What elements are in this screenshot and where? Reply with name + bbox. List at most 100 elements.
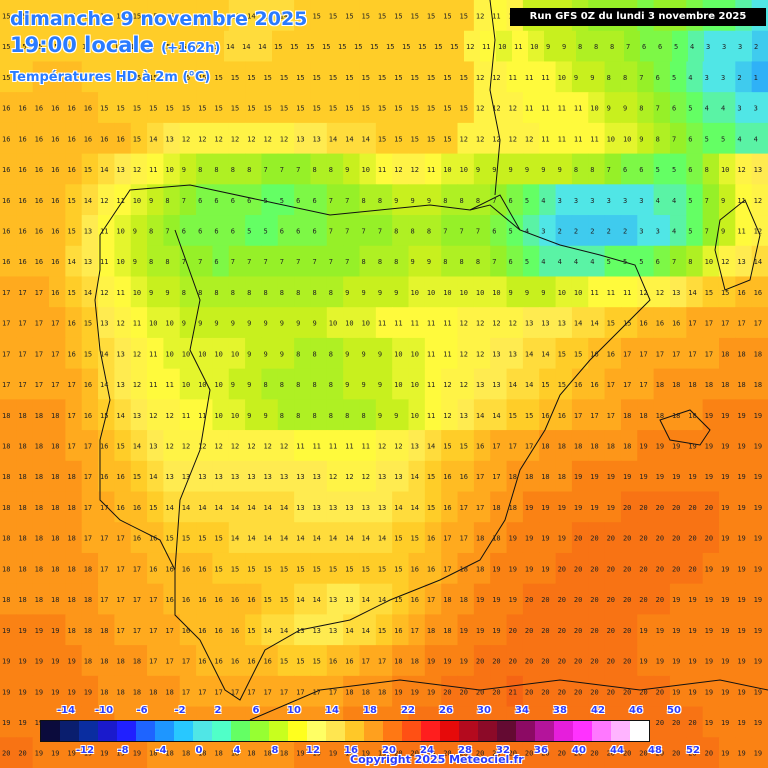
temperature-value: 19 bbox=[2, 719, 10, 727]
temperature-value: 14 bbox=[361, 596, 369, 604]
temperature-value: 20 bbox=[705, 750, 713, 758]
temperature-value: 15 bbox=[329, 105, 337, 113]
temperature-value: 8 bbox=[296, 350, 300, 358]
temperature-value: 4 bbox=[721, 105, 725, 113]
temperature-value: 20 bbox=[541, 688, 549, 696]
temperature-cell bbox=[736, 30, 753, 63]
temperature-value: 19 bbox=[35, 688, 43, 696]
temperature-value: 13 bbox=[84, 258, 92, 266]
temperature-value: 13 bbox=[296, 135, 304, 143]
temperature-value: 7 bbox=[345, 197, 349, 205]
temperature-value: 8 bbox=[610, 43, 614, 51]
temperature-value: 10 bbox=[411, 289, 419, 297]
temperature-value: 13 bbox=[312, 504, 320, 512]
temperature-value: 5 bbox=[656, 166, 660, 174]
temperature-cell bbox=[196, 184, 214, 216]
temperature-value: 13 bbox=[165, 473, 173, 481]
temperature-cell bbox=[98, 245, 115, 278]
temperature-cell bbox=[224, 30, 241, 63]
temperature-cell bbox=[16, 614, 34, 646]
temperature-cell bbox=[539, 491, 557, 523]
temperature-cell bbox=[637, 430, 655, 462]
temperature-value: 9 bbox=[345, 289, 349, 297]
temperature-value: 14 bbox=[476, 412, 484, 420]
temperature-value: 17 bbox=[149, 596, 157, 604]
temperature-value: 18 bbox=[525, 473, 533, 481]
temperature-cell bbox=[326, 61, 344, 93]
temperature-value: 19 bbox=[721, 596, 729, 604]
temperature-cell bbox=[424, 614, 442, 646]
temperature-value: 15 bbox=[18, 43, 26, 51]
temperature-cell bbox=[735, 614, 753, 646]
temperature-value: 14 bbox=[754, 258, 762, 266]
temperature-cell bbox=[228, 614, 246, 646]
temperature-cell bbox=[424, 153, 442, 185]
temperature-cell bbox=[65, 61, 83, 93]
temperature-value: 6 bbox=[296, 197, 300, 205]
temperature-value: 14 bbox=[258, 43, 266, 51]
temperature-value: 15 bbox=[329, 565, 337, 573]
temperature-cell bbox=[65, 583, 83, 615]
temperature-value: 3 bbox=[705, 74, 709, 82]
temperature-value: 4 bbox=[590, 258, 594, 266]
temperature-value: 14 bbox=[100, 166, 108, 174]
temperature-cell bbox=[310, 614, 328, 646]
temperature-cell bbox=[571, 215, 589, 247]
temperature-cell bbox=[343, 583, 361, 615]
temperature-cell bbox=[653, 430, 671, 462]
temperature-value: 9 bbox=[214, 320, 218, 328]
temperature-cell bbox=[375, 737, 393, 768]
temperature-value: 13 bbox=[116, 166, 124, 174]
temperature-cell bbox=[0, 368, 17, 400]
temperature-cell bbox=[114, 522, 132, 554]
temperature-value: 7 bbox=[329, 227, 333, 235]
temperature-value: 8 bbox=[443, 197, 447, 205]
temperature-value: 16 bbox=[165, 565, 173, 573]
temperature-cell bbox=[359, 61, 377, 93]
temperature-value: 15 bbox=[322, 43, 330, 51]
temperature-value: 19 bbox=[754, 750, 762, 758]
temperature-value: 19 bbox=[411, 688, 419, 696]
temperature-value: 16 bbox=[590, 381, 598, 389]
temperature-value: 13 bbox=[509, 350, 517, 358]
temperature-cell bbox=[359, 460, 377, 493]
temperature-value: 13 bbox=[378, 504, 386, 512]
temperature-cell bbox=[261, 737, 279, 768]
temperature-value: 12 bbox=[656, 289, 664, 297]
temperature-cell bbox=[490, 583, 508, 615]
temperature-value: 19 bbox=[18, 627, 26, 635]
temperature-value: 19 bbox=[656, 627, 664, 635]
temperature-cell bbox=[0, 430, 17, 462]
temperature-value: 18 bbox=[672, 412, 680, 420]
temperature-cell bbox=[65, 460, 83, 493]
temperature-value: 15 bbox=[84, 74, 92, 82]
temperature-cell bbox=[571, 614, 589, 646]
temperature-value: 18 bbox=[2, 473, 10, 481]
temperature-cell bbox=[294, 522, 312, 554]
temperature-cell bbox=[304, 30, 321, 63]
temperature-value: 15 bbox=[394, 535, 402, 543]
temperature-value: 14 bbox=[361, 135, 369, 143]
temperature-value: 17 bbox=[84, 473, 92, 481]
temperature-value: 18 bbox=[100, 627, 108, 635]
temperature-cell bbox=[392, 215, 410, 247]
temperature-cell bbox=[343, 0, 361, 32]
temperature-cell bbox=[539, 307, 557, 339]
temperature-value: 15 bbox=[210, 43, 218, 51]
temperature-value: 12 bbox=[263, 135, 271, 143]
temperature-value: 8 bbox=[361, 258, 365, 266]
temperature-value: 11 bbox=[378, 320, 386, 328]
temperature-cell bbox=[277, 61, 295, 93]
legend-tick-upper: 50 bbox=[667, 705, 681, 716]
temperature-cell bbox=[130, 399, 148, 431]
temperature-value: 15 bbox=[460, 105, 468, 113]
temperature-cell bbox=[473, 614, 491, 646]
temperature-value: 16 bbox=[2, 227, 10, 235]
temperature-cell bbox=[163, 307, 181, 339]
temperature-value: 15 bbox=[133, 12, 141, 20]
temperature-value: 19 bbox=[705, 627, 713, 635]
temperature-value: 20 bbox=[639, 688, 647, 696]
temperature-value: 17 bbox=[672, 350, 680, 358]
temperature-value: 9 bbox=[525, 289, 529, 297]
temperature-value: 8 bbox=[231, 289, 235, 297]
